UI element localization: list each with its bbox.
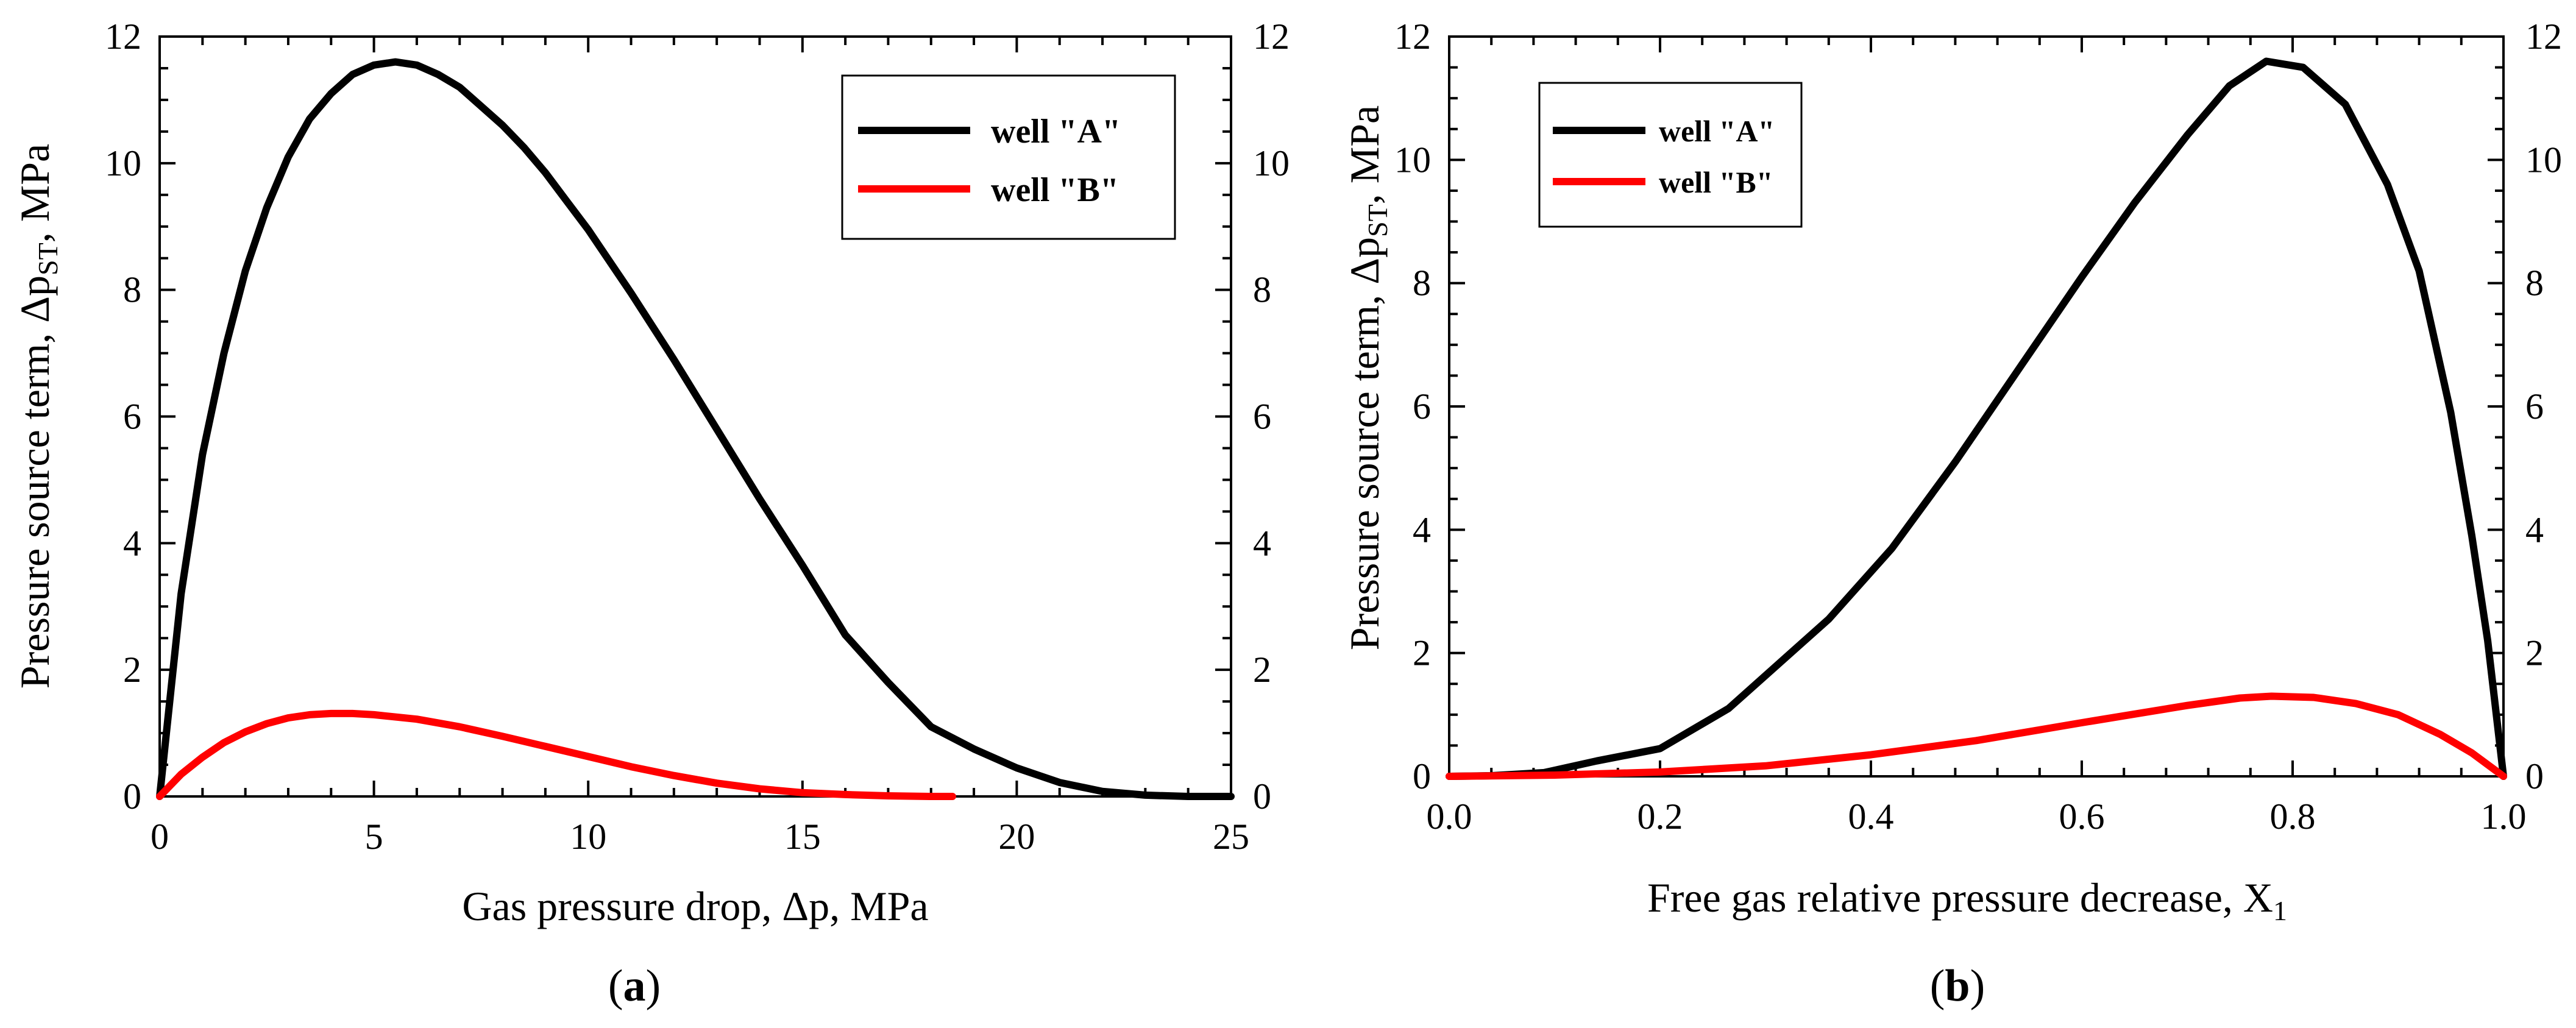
y-tick-labels-right-b: 0 2 4 6 8 10 12 [2525,16,2562,796]
series-b [1446,57,2507,780]
y-tick-label-right: 10 [2525,140,2562,180]
x-tick-label: 5 [365,817,383,857]
legend-box [841,74,1176,240]
legend-label-well-b: well "B" [991,171,1119,209]
panel-b: 0.0 0.2 0.4 0.6 0.8 1.0 0 2 4 6 8 10 12 … [1341,16,2562,1011]
y-tick-label-left: 8 [1413,263,1431,303]
y-tick-label-right: 4 [2525,509,2544,550]
y-tick-label-right: 12 [1253,16,1290,57]
y-tick-label-right: 2 [1253,650,1271,690]
x-tick-labels-b: 0.0 0.2 0.4 0.6 0.8 1.0 [1427,796,2527,837]
y-tick-label-left: 8 [123,270,141,310]
y-axis-title-tail: , MPa [12,144,58,243]
legend-label-well-a: well "A" [1659,114,1775,148]
x-tick-label: 10 [570,817,606,857]
y-tick-label-right: 8 [2525,263,2544,303]
legend-label-well-b: well "B" [1659,165,1773,199]
panel-label-a: (a) [608,961,661,1011]
y-tick-label-right: 2 [2525,633,2544,673]
x-tick-label: 20 [998,817,1035,857]
x-tick-label: 0.8 [2270,796,2316,837]
y-tick-label-left: 2 [123,650,141,690]
x-tick-label: 0 [151,817,169,857]
y-tick-labels-right-a: 0 2 4 6 8 10 12 [1253,16,1290,817]
y-axis-title-a: Pressure source term, ΔpST, MPa [12,144,63,689]
y-tick-label-right: 12 [2525,16,2562,57]
series-line-well-b [156,709,956,800]
y-axis-title-main: Pressure source term, Δp [1341,237,1388,650]
x-tick-label: 25 [1213,817,1249,857]
y-tick-labels-left-b: 0 2 4 6 8 10 12 [1394,16,1431,796]
y-axis-title-main: Pressure source term, Δp [12,275,58,689]
y-tick-label-left: 2 [1413,633,1431,673]
y-tick-label-left: 10 [1394,140,1431,180]
x-tick-label: 0.4 [1848,796,1894,837]
x-axis-title-b: Free gas relative pressure decrease, X1 [1647,874,2287,926]
x-tick-label: 0.0 [1427,796,1472,837]
series-line-well-a [1446,57,2507,780]
x-axis-title-main: Free gas relative pressure decrease, X [1647,874,2273,921]
y-tick-label-left: 4 [1413,509,1431,550]
y-tick-label-left: 6 [1413,386,1431,427]
y-tick-label-left: 0 [123,776,141,817]
y-tick-label-left: 12 [1394,16,1431,57]
y-axis-title-b: Pressure source term, ΔpST, MPa [1341,105,1393,650]
x-tick-labels-a: 0 5 10 15 20 25 [151,817,1249,857]
x-tick-label: 0.2 [1637,796,1683,837]
y-axis-title-sub: ST [1362,204,1393,237]
series-a [156,58,1235,800]
y-tick-label-right: 10 [1253,143,1290,183]
series-line-well-a [156,58,1235,800]
legend-b: well "A" well "B" [1538,82,1803,228]
legend-label-well-a: well "A" [991,113,1121,151]
panel-a: 0 5 10 15 20 25 0 2 4 6 8 10 12 0 2 4 6 … [12,16,1290,1011]
legend-a: well "A" well "B" [841,74,1176,240]
y-tick-label-right: 0 [2525,756,2544,796]
y-tick-labels-left-a: 0 2 4 6 8 10 12 [105,16,141,817]
x-tick-label: 15 [784,817,821,857]
y-tick-label-right: 6 [1253,397,1271,437]
x-axis-title-sub: 1 [2273,895,2287,926]
y-tick-label-left: 6 [123,397,141,437]
y-tick-label-right: 8 [1253,270,1271,310]
panel-label-letter: b [1945,961,1970,1011]
y-axis-title-sub: ST [32,243,63,275]
x-tick-label: 1.0 [2481,796,2527,837]
x-tick-label: 0.6 [2059,796,2105,837]
panel-label-b: (b) [1930,961,1985,1011]
y-tick-label-right: 0 [1253,776,1271,817]
legend-box [1538,82,1803,228]
x-axis-title-a: Gas pressure drop, Δp, MPa [462,883,928,929]
y-tick-label-left: 10 [105,143,141,183]
y-axis-title-tail: , MPa [1341,105,1388,204]
panel-label-letter: a [623,961,646,1011]
y-tick-label-right: 4 [1253,523,1271,563]
y-tick-label-left: 12 [105,16,141,57]
y-tick-label-right: 6 [2525,386,2544,427]
series-line-well-b [1446,692,2507,780]
y-tick-label-left: 4 [123,523,141,563]
y-tick-label-left: 0 [1413,756,1431,796]
